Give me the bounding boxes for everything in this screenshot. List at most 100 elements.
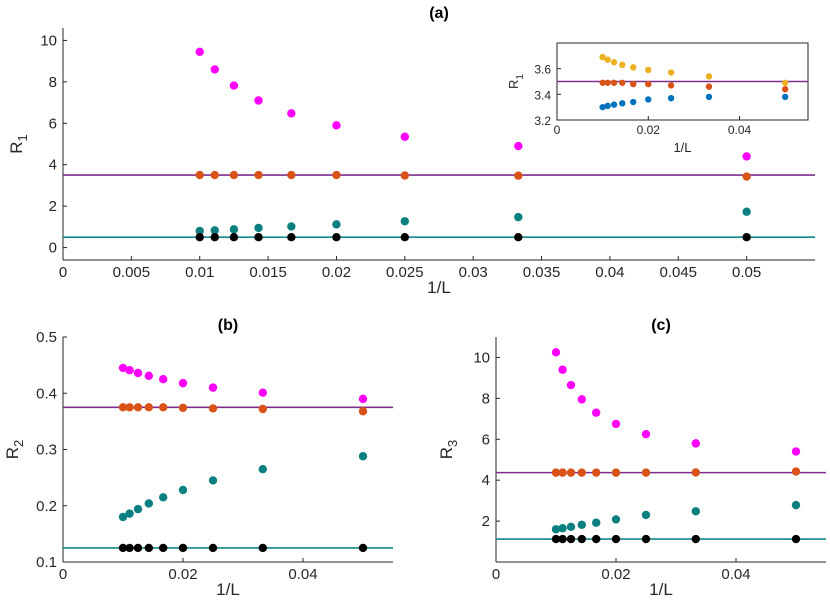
data-point-magenta bbox=[118, 363, 128, 373]
data-point-teal bbox=[358, 452, 368, 461]
data-point-blue bbox=[630, 98, 637, 106]
panel-c: 0 0.02 0.04 2 4 6 8 10 1/L R3 (c) bbox=[437, 317, 826, 599]
data-point-orange bbox=[558, 468, 567, 477]
y-tick-label: 4 bbox=[49, 157, 57, 174]
data-point-gold bbox=[630, 64, 637, 71]
data-point-orange bbox=[691, 468, 700, 477]
data-point-orange bbox=[210, 170, 219, 180]
data-point-teal bbox=[514, 212, 523, 222]
data-point-teal bbox=[558, 524, 567, 533]
data-point-black bbox=[641, 534, 651, 544]
data-point-black bbox=[791, 534, 801, 544]
data-point-black bbox=[332, 233, 341, 242]
y-tick-label: 3.6 bbox=[534, 63, 551, 77]
data-point-black bbox=[358, 543, 368, 553]
x-tick-label: 0.05 bbox=[732, 264, 761, 281]
y-tick-label: 0.1 bbox=[36, 554, 57, 571]
data-point-teal bbox=[210, 226, 219, 235]
data-point-teal bbox=[577, 520, 586, 529]
data-point-teal bbox=[641, 510, 651, 520]
data-point-gold bbox=[781, 79, 789, 86]
x-tick-label: 0.04 bbox=[595, 264, 624, 281]
x-tick-label: 0 bbox=[492, 566, 500, 583]
data-point-magenta bbox=[551, 348, 561, 357]
data-point-teal bbox=[258, 464, 267, 474]
x-tick-label: 0.045 bbox=[659, 264, 697, 281]
x-tick-label: 0.03 bbox=[459, 264, 488, 281]
data-point-orange bbox=[287, 170, 296, 180]
data-point-magenta bbox=[159, 374, 168, 384]
data-point-teal bbox=[144, 499, 153, 508]
x-tick-label: 0.04 bbox=[721, 566, 750, 583]
data-point-orange bbox=[144, 403, 153, 412]
y-tick-label: 2 bbox=[49, 198, 57, 215]
data-point-teal bbox=[400, 217, 410, 226]
y-tick-label: 10 bbox=[473, 349, 490, 366]
data-point-teal bbox=[287, 222, 296, 231]
data-point-magenta bbox=[641, 429, 651, 439]
data-point-black bbox=[229, 233, 239, 242]
x-tick-label: 0.02 bbox=[168, 566, 197, 583]
data-point-magenta bbox=[742, 152, 751, 161]
data-point-black bbox=[592, 534, 601, 544]
data-point-black bbox=[254, 233, 263, 242]
data-point-orange bbox=[630, 80, 637, 88]
x-tick-label: 0 bbox=[59, 264, 67, 281]
data-point-magenta bbox=[210, 65, 219, 74]
data-point-black bbox=[400, 233, 410, 242]
data-point-black bbox=[558, 534, 567, 544]
y-tick-label: 10 bbox=[40, 32, 57, 49]
data-point-orange bbox=[566, 468, 576, 477]
data-point-teal bbox=[566, 522, 576, 532]
data-point-orange bbox=[667, 82, 675, 89]
data-point-gold bbox=[599, 53, 606, 61]
data-point-teal bbox=[195, 226, 204, 236]
panel-inset: 0 0.02 0.04 3.2 3.4 3.6 1/L R1 bbox=[506, 42, 809, 155]
data-point-teal bbox=[133, 504, 143, 514]
data-point-black bbox=[514, 233, 523, 242]
data-point-magenta bbox=[133, 368, 143, 378]
x-tick-label: 0.015 bbox=[249, 264, 287, 281]
data-point-gold bbox=[645, 66, 652, 74]
x-tick-label: 0.02 bbox=[637, 123, 661, 137]
data-point-orange bbox=[551, 468, 561, 477]
data-point-orange bbox=[125, 403, 134, 412]
data-point-orange bbox=[592, 468, 601, 477]
data-point-black bbox=[566, 534, 576, 544]
panel-b: 0 0.02 0.04 0.1 0.2 0.3 0.4 0.5 1/L R2 (b) bbox=[3, 317, 393, 599]
data-point-orange bbox=[619, 79, 626, 86]
data-point-orange bbox=[645, 80, 652, 88]
data-point-black bbox=[159, 543, 168, 553]
data-point-blue bbox=[619, 100, 626, 107]
data-point-gold bbox=[705, 73, 713, 80]
data-point-black bbox=[551, 534, 561, 544]
data-point-teal bbox=[208, 476, 218, 485]
x-axis-label: 1/L bbox=[649, 580, 673, 599]
data-point-orange bbox=[641, 468, 651, 477]
data-point-magenta bbox=[400, 132, 410, 141]
data-point-magenta bbox=[358, 394, 368, 404]
data-point-magenta bbox=[208, 383, 218, 392]
y-tick-label: 8 bbox=[49, 74, 57, 91]
data-point-black bbox=[178, 543, 188, 553]
x-tick-label: 0 bbox=[554, 123, 561, 137]
data-point-magenta bbox=[611, 419, 621, 429]
data-point-teal bbox=[159, 493, 168, 502]
data-point-orange bbox=[705, 83, 713, 90]
data-point-blue bbox=[781, 93, 789, 101]
data-point-teal bbox=[332, 220, 341, 229]
y-axis-label: R3 bbox=[437, 440, 460, 460]
y-tick-label: 6 bbox=[482, 431, 490, 448]
x-axis-label: 1/L bbox=[216, 580, 240, 599]
data-point-blue bbox=[667, 94, 675, 102]
data-point-magenta bbox=[691, 439, 700, 448]
data-point-blue bbox=[645, 96, 652, 103]
data-point-magenta bbox=[558, 365, 567, 374]
x-tick-label: 0.025 bbox=[386, 264, 424, 281]
data-point-black bbox=[611, 534, 621, 544]
y-tick-label: 3.4 bbox=[534, 88, 551, 102]
data-point-black bbox=[208, 543, 218, 553]
data-point-orange bbox=[118, 403, 128, 412]
data-point-blue bbox=[705, 93, 713, 101]
data-point-blue bbox=[599, 103, 606, 111]
